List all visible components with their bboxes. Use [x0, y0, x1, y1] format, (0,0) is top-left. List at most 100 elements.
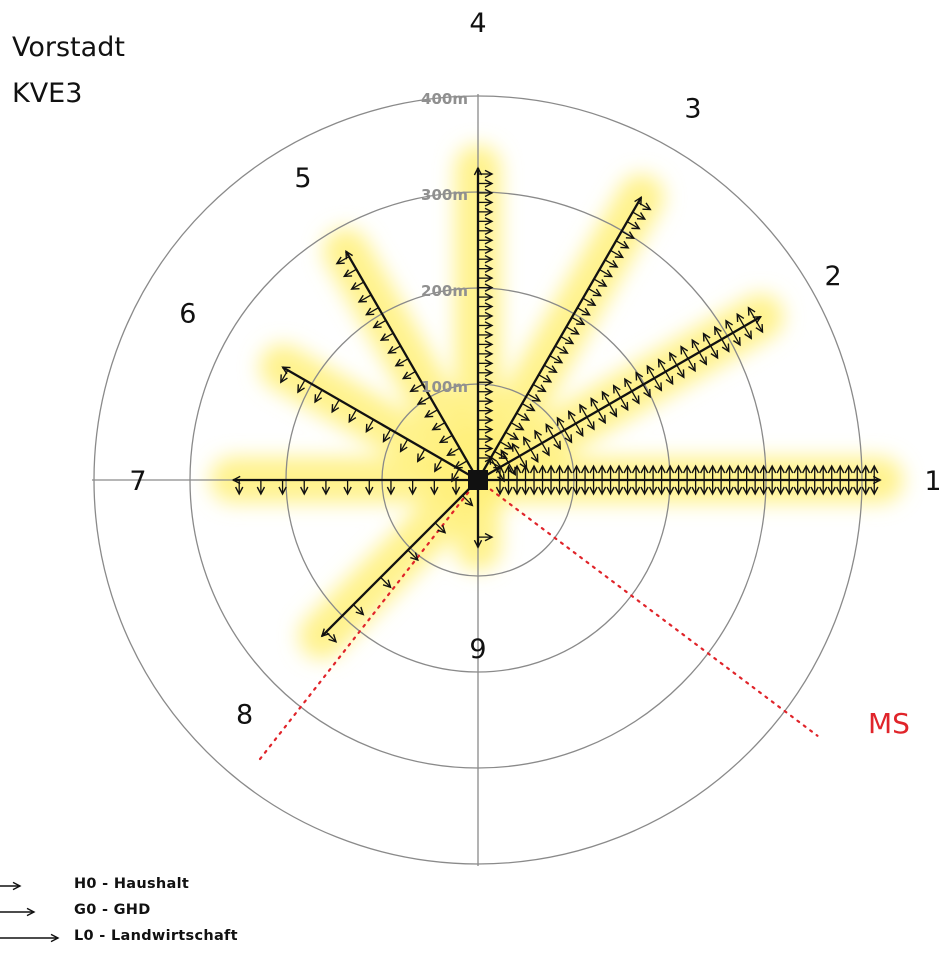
feeder-1-load-25-a: [699, 464, 709, 480]
feeder-4-load-9-b-head: [484, 378, 494, 387]
feeder-1-load-28-b-head: [725, 486, 734, 496]
feeder-1-load-17-a: [631, 464, 641, 480]
feeder-2-load-14-a-head: [635, 371, 644, 381]
feeder-2-load-21-a: [714, 325, 723, 340]
feeder-1-load-22-b-head: [674, 486, 683, 496]
feeder-2-load-6-a-head: [545, 423, 554, 433]
feeder-6-load-6-a-head: [365, 423, 374, 434]
feeder-5-load-17-a-head: [335, 256, 345, 265]
feeder-1-load-11-a-head: [580, 464, 590, 474]
feeder-5-load-17-a: [335, 256, 350, 265]
feeder-6-load-3-a-head: [416, 453, 425, 463]
feeder-3-load-28-b: [637, 201, 652, 211]
feeder-2-load-13-b-head: [631, 395, 640, 405]
feeder-2-load-16-a: [657, 358, 667, 373]
feeder-3-load-5-b-head: [515, 422, 525, 431]
feeder-4-load-31-b-head: [484, 169, 494, 179]
feeder-5-load-14-a: [357, 294, 372, 303]
feeder-1-load-33-a-head: [767, 464, 777, 474]
feeder-1-load-19-b-head: [648, 486, 658, 496]
feeder-1-load-34-a: [776, 464, 785, 480]
feeder-1-load-41-b: [835, 480, 845, 496]
feeder-3-load-21-b-head: [603, 269, 613, 278]
feeder-2-load-6-b-head: [553, 440, 561, 451]
feeder-4-end-arrow: [473, 166, 483, 176]
feeder-2-load-22-a: [725, 319, 734, 334]
feeder-2-load-5-a-head: [534, 429, 542, 439]
feeder-1-load-22-b: [674, 480, 683, 496]
feeder-1-load-8-b: [555, 480, 564, 496]
ring-label-300m: 300m: [421, 186, 468, 204]
feeder-1-load-19-a: [648, 464, 658, 480]
feeder-1-load-44-a: [861, 464, 870, 480]
feeder-9-label: 9: [469, 634, 486, 665]
feeder-1-load-27-b-head: [716, 486, 726, 496]
feeder-3-load-17-b-head: [581, 307, 591, 316]
feeder-5-load-12-a-head: [372, 320, 382, 329]
feeder-1-load-6-b: [538, 480, 547, 496]
feeder-1-load-14-a: [606, 464, 615, 480]
feeder-1-load-23-a: [682, 464, 692, 480]
feeder-1-load-32-a: [759, 464, 768, 480]
feeder-1-load-16-a: [623, 464, 632, 480]
feeder-7-load-7-a: [321, 480, 331, 496]
feeder-1-load-17-b-head: [631, 486, 641, 496]
feeder-7-load-10-a-head: [256, 486, 266, 496]
feeder-1-load-45-a: [870, 464, 879, 480]
legend-arrow-short: [0, 881, 22, 891]
feeder-1-load-31-b-head: [750, 486, 760, 496]
feeder-4-load-17-b-head: [484, 302, 494, 311]
feeder-4-load-22-b-head: [484, 254, 494, 264]
feeder-3-load-16-b-head: [576, 317, 586, 326]
feeder-4-load-2-b-head: [484, 444, 494, 453]
feeder-8-load-6-a: [325, 631, 338, 643]
feeder-8-load-1-a: [461, 495, 474, 507]
feeder-1-load-10-b: [572, 480, 581, 496]
feeder-2-load-11-a: [601, 390, 610, 405]
feeder-5-load-10-a-head: [387, 345, 397, 354]
feeder-4-load-24-b: [478, 236, 494, 245]
feeder-3-load-22-b: [604, 259, 619, 268]
feeder-6-load-10-a: [297, 379, 306, 394]
feeder-5-load-13-a-head: [365, 307, 375, 316]
feeder-1-load-27-a: [716, 464, 726, 480]
feeder-4-load-10-b-head: [484, 368, 494, 378]
feeder-4-load-18-b: [478, 292, 494, 302]
feeder-1-load-32-a-head: [759, 464, 768, 474]
feeder-2-load-15-a: [646, 364, 655, 379]
feeder-2-load-17-b-head: [676, 369, 685, 379]
feeder-6-load-4-a: [399, 439, 409, 453]
feeder-1-load-6-a: [538, 464, 547, 480]
feeder-1-load-45-b: [870, 480, 879, 496]
labels: 100m 200m 300m 400m MS 1 2 3 4 5 6 7 8 9: [129, 8, 939, 740]
feeder-1-load-16-b-head: [623, 486, 632, 496]
feeder-2-load-21-a-head: [714, 325, 722, 336]
feeder-2-load-20-a: [702, 332, 712, 347]
feeder-8-line: [321, 479, 479, 637]
feeder-1-load-38-b: [810, 480, 819, 496]
feeder-6-load-5-a: [382, 429, 392, 443]
feeder-2-load-18-a: [680, 345, 689, 360]
feeder-4-load-18-b-head: [484, 292, 494, 302]
feeder-1-load-40-a: [827, 464, 836, 480]
feeder-1-load-35-b-head: [784, 486, 794, 496]
ms-line-1: [476, 478, 819, 737]
feeder-5-load-15-a-head: [350, 282, 360, 290]
feeder-4-load-23-b: [478, 245, 494, 254]
feeder-7-load-2-a-head: [430, 486, 439, 496]
feeder-1-load-18-a: [640, 464, 649, 480]
feeder-2-load-23-a-head: [736, 312, 745, 323]
feeder-2-line: [477, 315, 762, 481]
legend-h0-label: H0 - Haushalt: [74, 876, 190, 892]
feeder-1-load-12-a-head: [589, 464, 598, 474]
feeder-1-load-25-b: [699, 480, 709, 496]
feeder-5-load-7-a: [409, 383, 424, 393]
feeder-5-load-11-a-head: [379, 333, 390, 341]
feeder-3-load-18-b-head: [587, 298, 597, 307]
feeder-3-load-3-b-head: [504, 441, 514, 450]
feeder-glow-layer: [210, 145, 904, 660]
feeder-3-load-12-b: [549, 355, 564, 364]
feeder-2-load-12-b-head: [620, 401, 629, 412]
ring-label-200m: 200m: [421, 282, 468, 300]
